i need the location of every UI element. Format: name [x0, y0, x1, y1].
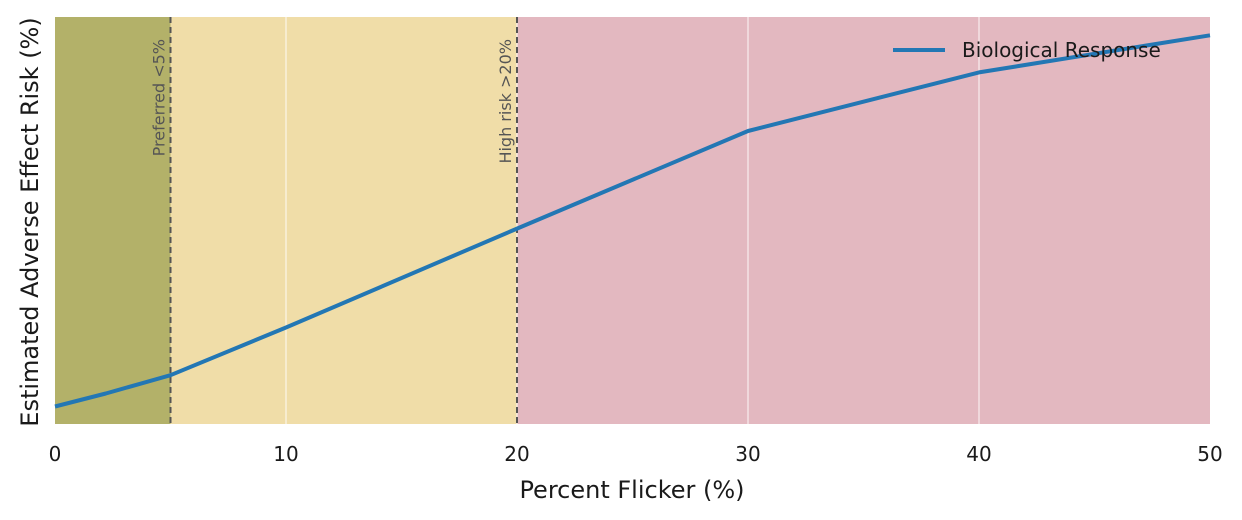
x-tick-label-50: 50 [1197, 442, 1222, 466]
threshold-lines: Preferred <5% High risk >20% [150, 17, 518, 424]
risk-zone-1 [55, 17, 171, 424]
x-tick-label-10: 10 [273, 442, 298, 466]
x-tick-label-40: 40 [966, 442, 991, 466]
legend-label: Biological Response [962, 38, 1161, 62]
x-tick-label-20: 20 [504, 442, 529, 466]
threshold-label-1: Preferred <5% [150, 39, 169, 156]
risk-zones [55, 17, 1210, 424]
x-tick-labels: 0 10 20 30 40 50 [49, 442, 1223, 466]
threshold-label-2: High risk >20% [496, 39, 515, 164]
legend: Biological Response [893, 38, 1161, 62]
y-axis-title: Estimated Adverse Effect Risk (%) [16, 17, 44, 426]
series-line-1 [54, 33, 1211, 409]
x-tick-label-30: 30 [735, 442, 760, 466]
risk-zone-3 [517, 17, 1210, 424]
risk-zone-2 [170, 17, 517, 424]
series-lines [54, 33, 1211, 409]
x-tick-label-0: 0 [49, 442, 62, 466]
x-axis-title: Percent Flicker (%) [519, 476, 744, 504]
